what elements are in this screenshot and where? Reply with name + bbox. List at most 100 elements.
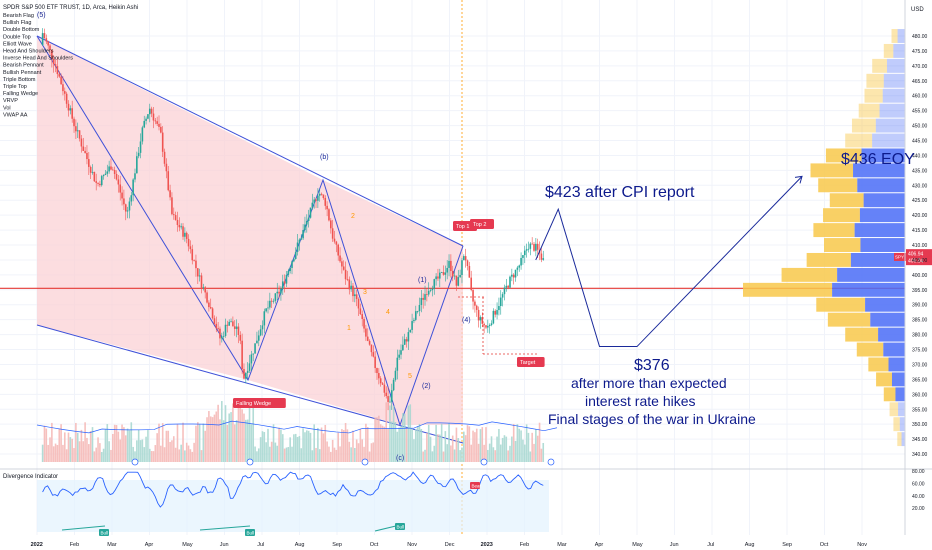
candle-body [248, 363, 251, 371]
volume-bar [418, 423, 421, 462]
pattern-tag [470, 219, 494, 229]
candle-body [516, 267, 519, 270]
volume-bar [136, 440, 138, 462]
volume-bar [315, 447, 317, 462]
candle-body [110, 166, 112, 170]
x-tick-label: 2023 [481, 542, 493, 548]
candle-body [184, 232, 186, 237]
candle-body [414, 311, 417, 320]
profile-bar-up [883, 342, 905, 357]
candle-body [291, 261, 293, 268]
volume-bar [245, 419, 247, 462]
y-tick-label: 365.00 [912, 377, 928, 383]
candle-body [366, 336, 369, 341]
volume-bar [540, 448, 543, 462]
candle-body [171, 197, 173, 215]
volume-bar [326, 441, 328, 462]
y-tick-label: 450.00 [912, 124, 928, 130]
volume-bar [89, 431, 92, 462]
volume-bar [307, 430, 310, 462]
candle-body [113, 169, 116, 174]
candle-body [217, 327, 219, 329]
candle-body [182, 226, 184, 237]
profile-bar-up [898, 402, 905, 417]
candle-body [137, 152, 140, 157]
candle-body [147, 114, 149, 119]
candle-body [219, 328, 221, 339]
candle-body [45, 38, 48, 42]
volume-bar [71, 438, 73, 462]
y-tick-label: 395.00 [912, 288, 928, 294]
candle-body [420, 297, 423, 305]
divergence-tag-label: Bull [247, 530, 255, 535]
price-tag [906, 249, 932, 259]
volume-bar [65, 449, 68, 462]
volume-bar [226, 424, 229, 462]
volume-bar [511, 436, 513, 462]
event-marker [547, 458, 555, 466]
volume-bar [525, 424, 528, 462]
candle-body [324, 197, 327, 206]
candle-body [126, 210, 129, 212]
candle-body [91, 171, 94, 173]
x-tick-label: Feb [70, 542, 79, 548]
y-tick-label: 420.00 [912, 213, 928, 219]
volume-bar [58, 428, 61, 462]
candle-body [492, 310, 495, 324]
volume-bar [184, 450, 186, 462]
volume-bar [102, 448, 105, 462]
candle-body [477, 309, 480, 321]
profile-bar-up [893, 43, 905, 58]
candle-body [442, 272, 445, 275]
candle-body [54, 64, 57, 67]
candle-body [224, 324, 227, 336]
candle-body [394, 370, 397, 380]
candle-body [418, 304, 421, 312]
chart-title: SPDR S&P 500 ETF TRUST, 1D, Arca, Heikin… [3, 5, 138, 11]
y-tick-label: 430.00 [912, 183, 928, 189]
y-tick-label: 455.00 [912, 109, 928, 115]
candle-body [300, 238, 303, 240]
volume-bar [108, 441, 110, 462]
volume-bar [115, 425, 118, 462]
candle-body [411, 321, 413, 330]
candle-body [289, 267, 291, 271]
candle-body [78, 130, 81, 139]
volume-bar [237, 406, 240, 462]
candle-body [285, 274, 288, 284]
volume-bar [427, 424, 430, 462]
candle-body [354, 294, 356, 297]
overlays: (b) (1) (4) (2) (c) 1 2 3 4 5 Falling Wedge Top 1 To… [131, 154, 932, 466]
wave-label: (4) [462, 317, 471, 324]
candle-body [503, 287, 506, 295]
x-tick-label: Sep [782, 542, 792, 548]
indicator-name: Head And Shoulders [3, 49, 54, 55]
x-tick-label: Nov [857, 542, 867, 548]
candle-body [296, 242, 299, 252]
volume-bar [232, 403, 234, 462]
volume-bar [104, 429, 107, 462]
candle-body [152, 113, 155, 121]
candle-body [390, 390, 393, 402]
profile-bar-down [813, 223, 855, 238]
volume-bar [378, 415, 380, 462]
candle-body [444, 272, 447, 275]
wave-label: (2) [422, 383, 431, 390]
y-tick-label: 440.00 [912, 153, 928, 159]
profile-bar-up [899, 417, 905, 432]
candle-body [352, 285, 354, 297]
volume-bar [178, 449, 181, 462]
volume-bar [494, 450, 497, 462]
candle-body [511, 274, 513, 277]
candle-body [536, 243, 539, 250]
profile-bar-up [853, 163, 905, 178]
volume-bar [49, 437, 51, 462]
ticker-tag [894, 252, 906, 261]
volume-bar [145, 436, 147, 462]
candle-body [509, 276, 511, 288]
candle-body [385, 392, 388, 397]
candle-body [209, 307, 212, 309]
volume-bar [51, 422, 53, 462]
volume-bar [259, 437, 262, 462]
